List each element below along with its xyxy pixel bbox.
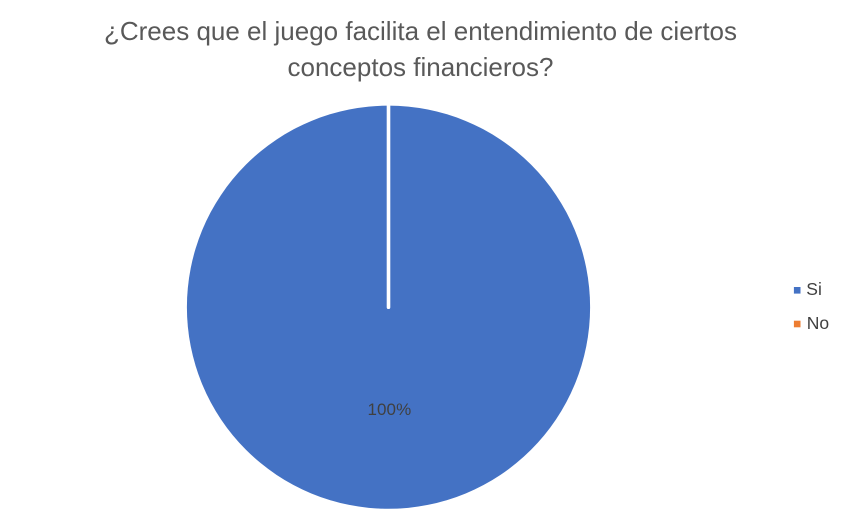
svg-text:100%: 100%	[367, 400, 411, 419]
svg-text:No: No	[807, 313, 829, 333]
svg-text:Si: Si	[806, 279, 822, 299]
